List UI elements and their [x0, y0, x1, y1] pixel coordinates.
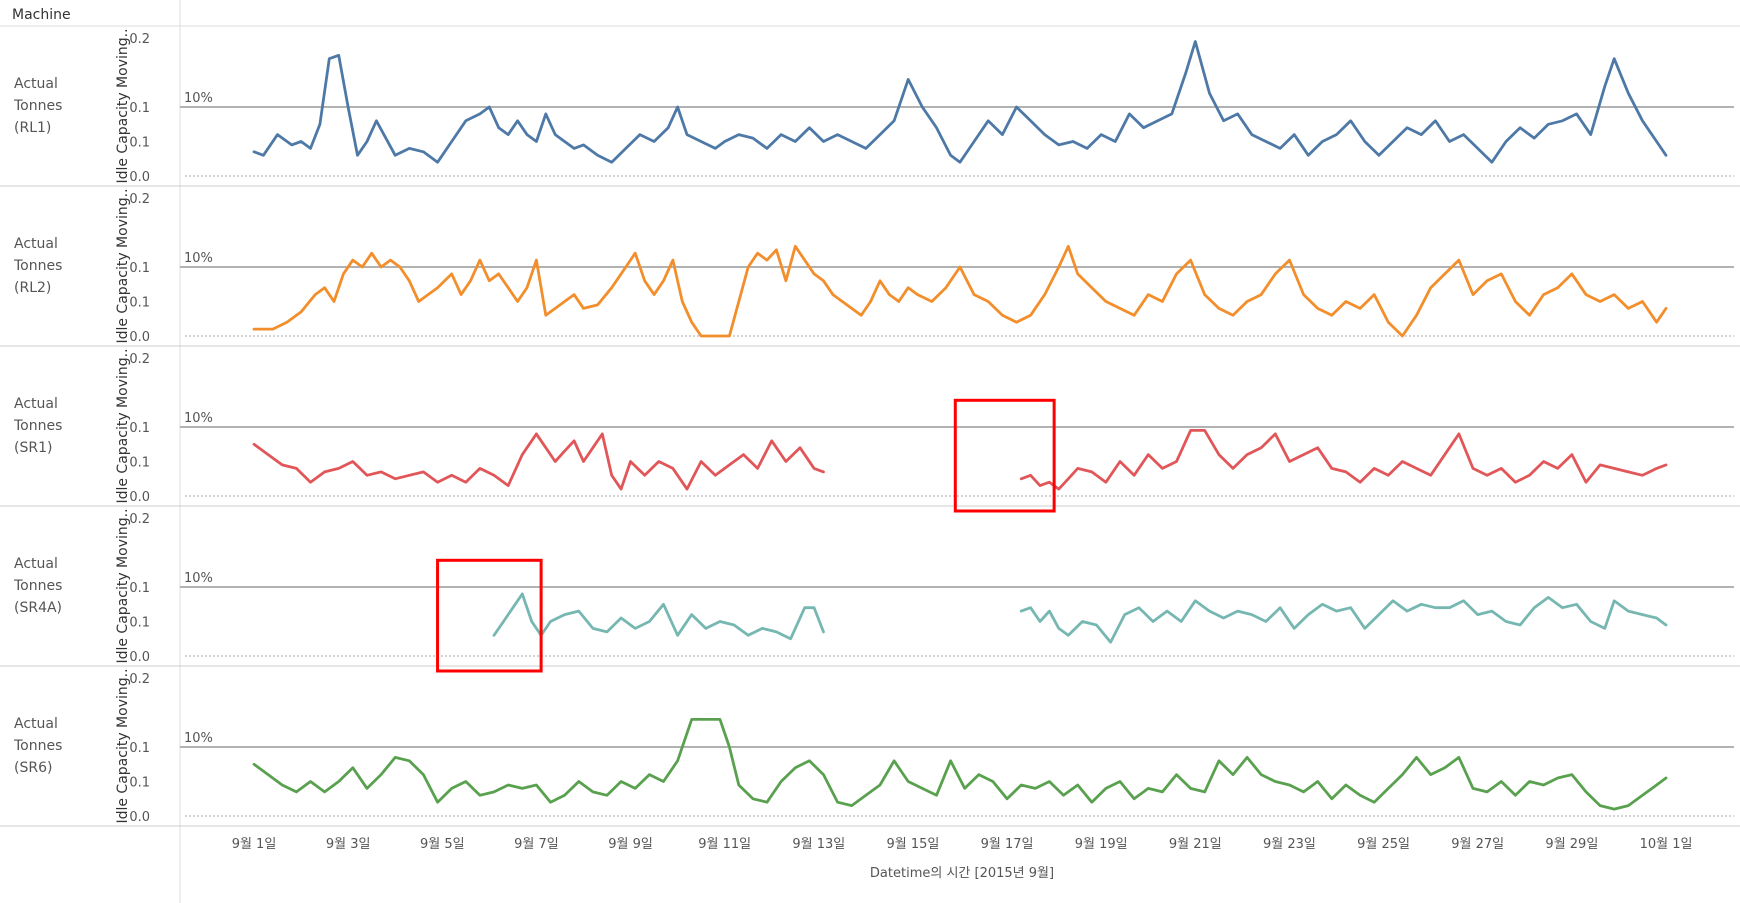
x-tick-label: 9월 27일	[1451, 837, 1504, 852]
reference-line-label: 10%	[184, 571, 213, 586]
panel-row-label-line: (RL1)	[14, 120, 51, 136]
y-tick-label: 0.2	[129, 512, 150, 527]
y-tick-label: 0.1	[129, 101, 150, 116]
y-tick-label: 0.1	[129, 421, 150, 436]
y-tick-label: 0.0	[129, 650, 150, 665]
panel-sr4a: Actual Tonnes (SR4A) Idle Capacity Moving..…	[0, 508, 1740, 667]
panel-row-label-line: Actual	[14, 716, 58, 732]
y-tick-label: 0.2	[129, 352, 150, 367]
x-tick-label: 9월 13일	[792, 837, 845, 852]
panel-row-label-line: Actual	[14, 556, 58, 572]
panel-row-label-line: (RL2)	[14, 280, 51, 296]
y-tick-label: 0.0	[129, 330, 150, 345]
x-axis: 9월 1일 9월 3일 9월 5일 9월 7일 9월 9일 9월 11일 9월 13일 9월 …	[232, 837, 1693, 852]
panel-row-label-line: Tonnes	[13, 738, 62, 754]
panel-row-label-line: Tonnes	[13, 258, 62, 274]
y-tick-label: 0.1	[129, 741, 150, 756]
series-line-sr1-segment-2	[1019, 429, 1668, 491]
x-tick-label: 9월 17일	[981, 837, 1034, 852]
x-tick-label: 9월 29일	[1545, 837, 1598, 852]
x-tick-label: 9월 21일	[1169, 837, 1222, 852]
panel-row-label-line: Tonnes	[13, 418, 62, 434]
y-tick-label: 0.1	[129, 261, 150, 276]
reference-line-label: 10%	[184, 731, 213, 746]
panel-row-label-line: (SR4A)	[14, 600, 62, 616]
series-line-sr4a-segment-1	[492, 592, 825, 641]
panel-row-label-line: Actual	[14, 76, 58, 92]
x-tick-label: 9월 11일	[698, 837, 751, 852]
series-line-rl1-segment-1	[252, 40, 1668, 164]
y-tick-label: 0.1	[129, 776, 150, 791]
x-tick-label: 9월 1일	[232, 837, 277, 852]
panel-row-label-line: Tonnes	[13, 578, 62, 594]
x-tick-label: 10월 1일	[1640, 837, 1693, 852]
y-axis-title: Idle Capacity Moving..	[115, 508, 131, 663]
y-tick-label: 0.1	[129, 296, 150, 311]
y-axis-title: Idle Capacity Moving..	[115, 28, 131, 183]
reference-line-label: 10%	[184, 411, 213, 426]
panel-row-label-line: Actual	[14, 396, 58, 412]
y-axis-title: Idle Capacity Moving..	[115, 668, 131, 823]
y-tick-label: 0.2	[129, 32, 150, 47]
x-tick-label: 9월 23일	[1263, 837, 1316, 852]
panel-rl2: Actual Tonnes (RL2) Idle Capacity Moving..0…	[0, 188, 1740, 347]
panel-sr6: Actual Tonnes (SR6) Idle Capacity Moving..0…	[0, 668, 1740, 827]
reference-line-label: 10%	[184, 91, 213, 106]
y-axis-title: Idle Capacity Moving..	[115, 188, 131, 343]
y-tick-label: 0.1	[129, 616, 150, 631]
row-header-label: Machine	[12, 7, 71, 23]
x-axis-title: Datetime의 시간 [2015년 9월]	[870, 866, 1054, 881]
x-tick-label: 9월 3일	[326, 837, 371, 852]
x-tick-label: 9월 19일	[1075, 837, 1128, 852]
y-tick-label: 0.2	[129, 672, 150, 687]
panel-sr1: Actual Tonnes (SR1) Idle Capacity Moving..0…	[0, 348, 1740, 507]
panel-rl1: Actual Tonnes (RL1) Idle Capacity Moving..0…	[0, 28, 1740, 187]
x-tick-label: 9월 15일	[886, 837, 939, 852]
x-tick-label: 9월 5일	[420, 837, 465, 852]
y-tick-label: 0.1	[129, 581, 150, 596]
y-tick-label: 0.0	[129, 490, 150, 505]
series-line-rl2-segment-1	[252, 244, 1668, 338]
y-tick-label: 0.0	[129, 810, 150, 825]
panel-row-label-line: (SR1)	[14, 440, 52, 456]
highlight-box-sr4a	[436, 558, 543, 673]
y-tick-label: 0.1	[129, 136, 150, 151]
panel-row-label-line: (SR6)	[14, 760, 52, 776]
x-tick-label: 9월 25일	[1357, 837, 1410, 852]
series-line-sr1-segment-1	[252, 432, 825, 491]
highlight-box-sr1	[953, 398, 1056, 513]
panel-row-label-line: Tonnes	[13, 98, 62, 114]
series-line-sr4a-segment-2	[1019, 596, 1668, 644]
x-tick-label: 9월 9일	[608, 837, 653, 852]
reference-line-label: 10%	[184, 251, 213, 266]
y-axis-title: Idle Capacity Moving..	[115, 348, 131, 503]
y-tick-label: 0.0	[129, 170, 150, 185]
series-line-sr6-segment-1	[252, 718, 1668, 811]
y-tick-label: 0.1	[129, 456, 150, 471]
panel-row-label-line: Actual	[14, 236, 58, 252]
x-tick-label: 9월 7일	[514, 837, 559, 852]
y-tick-label: 0.2	[129, 192, 150, 207]
